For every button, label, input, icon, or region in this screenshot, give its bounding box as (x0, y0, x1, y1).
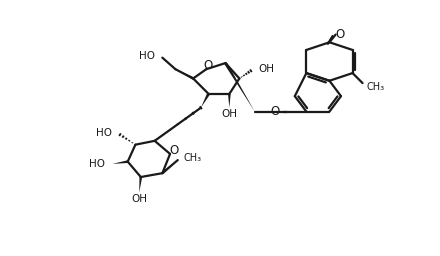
Text: O: O (203, 59, 213, 72)
Text: OH: OH (131, 194, 147, 204)
Text: O: O (270, 105, 279, 118)
Text: O: O (169, 144, 179, 157)
Polygon shape (112, 160, 128, 164)
Text: O: O (336, 28, 345, 41)
Polygon shape (139, 177, 142, 193)
Polygon shape (224, 62, 255, 112)
Polygon shape (228, 94, 231, 108)
Polygon shape (161, 160, 178, 174)
Text: HO: HO (139, 51, 155, 61)
Text: HO: HO (88, 159, 105, 169)
Polygon shape (176, 69, 194, 80)
Text: OH: OH (221, 109, 237, 119)
Text: OH: OH (259, 64, 275, 74)
Text: HO: HO (96, 128, 112, 138)
Text: CH₃: CH₃ (367, 82, 385, 92)
Text: CH₃: CH₃ (184, 153, 202, 163)
Polygon shape (201, 93, 210, 108)
